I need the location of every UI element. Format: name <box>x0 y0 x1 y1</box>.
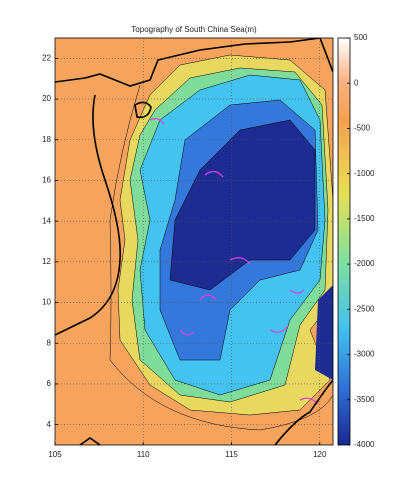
colorbar-tick-label: -1500 <box>354 214 375 223</box>
chart-title: Topography of South China Sea(m) <box>131 25 257 34</box>
y-tick-label: 10 <box>42 298 51 307</box>
coastline <box>55 38 333 445</box>
colorbar-tick-label: -500 <box>354 124 371 133</box>
x-tick-label: 120 <box>313 450 327 459</box>
colorbar-tick-label: -4000 <box>354 440 375 449</box>
y-tick-label: 16 <box>42 176 51 185</box>
shelf-contour <box>109 84 333 431</box>
colorbar-tick-label: -3000 <box>354 350 375 359</box>
colorbar-tick-label: -2000 <box>354 259 375 268</box>
plot-frame <box>54 37 334 446</box>
colorbar-tick-label: 500 <box>354 33 368 42</box>
colorbar-tick-label: -3500 <box>354 395 375 404</box>
x-tick-label: 115 <box>225 450 238 459</box>
y-tick-label: 4 <box>47 420 52 429</box>
abyss-zone <box>169 119 316 291</box>
x-tick-label: 110 <box>137 450 150 459</box>
y-tick-label: 22 <box>42 53 51 62</box>
colorbar-tick-label: 0 <box>354 78 359 87</box>
reef-contours <box>149 118 319 405</box>
colorbar-tick-label: -2500 <box>354 304 375 313</box>
y-tick-label: 20 <box>42 94 51 103</box>
depth-map <box>55 38 333 445</box>
colorbar <box>337 37 351 446</box>
colorbar-tick-label: -1000 <box>354 169 375 178</box>
y-tick-label: 8 <box>47 338 52 347</box>
y-tick-label: 18 <box>42 135 51 144</box>
y-tick-label: 14 <box>42 216 51 225</box>
x-tick-label: 105 <box>48 450 62 459</box>
y-tick-label: 12 <box>42 257 51 266</box>
y-tick-label: 6 <box>47 379 52 388</box>
